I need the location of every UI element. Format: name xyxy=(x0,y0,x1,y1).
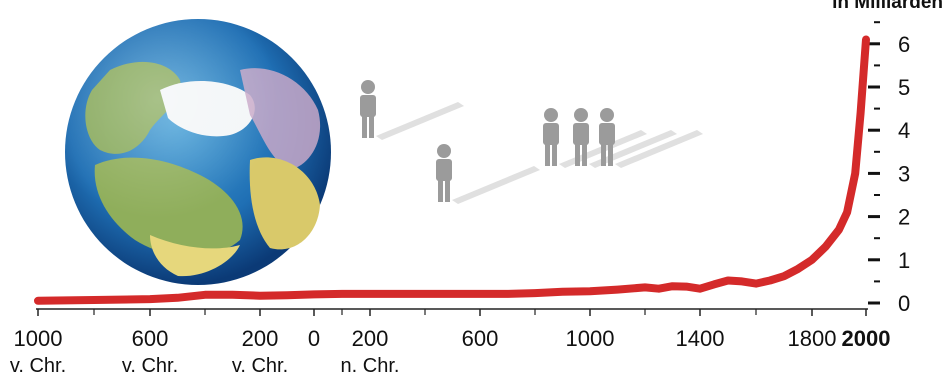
x-tick-label: 200 xyxy=(242,326,279,351)
person-head xyxy=(600,108,614,122)
person-shadow xyxy=(452,166,540,204)
person-leg xyxy=(608,144,613,166)
x-tick-label: 600 xyxy=(462,326,499,351)
y-tick-label: 4 xyxy=(898,118,910,143)
x-tick-label: 0 xyxy=(308,326,320,351)
y-tick-label: 6 xyxy=(898,32,910,57)
y-tick-label: 2 xyxy=(898,205,910,230)
people-figures xyxy=(360,80,703,204)
person-body xyxy=(599,123,615,145)
person-silhouette-icon xyxy=(599,108,703,168)
x-tick-sublabel: v. Chr. xyxy=(232,355,288,376)
y-tick-label: 3 xyxy=(898,161,910,186)
person-head xyxy=(544,108,558,122)
y-tick-label: 5 xyxy=(898,75,910,100)
x-tick-label: 1800 xyxy=(788,326,837,351)
person-head xyxy=(437,144,451,158)
x-tick-sublabel: n. Chr. xyxy=(341,355,400,376)
person-leg xyxy=(552,144,557,166)
person-leg xyxy=(601,144,606,166)
person-leg xyxy=(369,116,374,138)
person-body xyxy=(360,95,376,117)
x-tick-label: 200 xyxy=(352,326,389,351)
person-head xyxy=(574,108,588,122)
person-body xyxy=(436,159,452,181)
person-leg xyxy=(575,144,580,166)
person-leg xyxy=(582,144,587,166)
person-body xyxy=(573,123,589,145)
y-tick-label: 0 xyxy=(898,291,910,316)
x-tick-label: 1000 xyxy=(566,326,615,351)
earth-globe-icon xyxy=(65,19,331,285)
person-silhouette-icon xyxy=(360,80,464,140)
person-leg xyxy=(545,144,550,166)
x-tick-label: 600 xyxy=(132,326,169,351)
person-shadow xyxy=(376,102,464,140)
person-leg xyxy=(362,116,367,138)
person-leg xyxy=(445,180,450,202)
person-head xyxy=(361,80,375,94)
x-tick-sublabel: v. Chr. xyxy=(10,355,66,376)
population-series-line xyxy=(34,35,870,305)
person-body xyxy=(543,123,559,145)
x-tick-label: 2000 xyxy=(842,326,891,351)
x-tick-label: 1000 xyxy=(14,326,63,351)
person-silhouette-icon xyxy=(436,144,540,204)
y-tick-label: 1 xyxy=(898,248,910,273)
person-leg xyxy=(438,180,443,202)
x-tick-sublabel: v. Chr. xyxy=(122,355,178,376)
x-tick-label: 1400 xyxy=(676,326,725,351)
y-axis-unit-label: in Milliarden xyxy=(832,0,943,13)
person-shadow xyxy=(615,130,703,168)
